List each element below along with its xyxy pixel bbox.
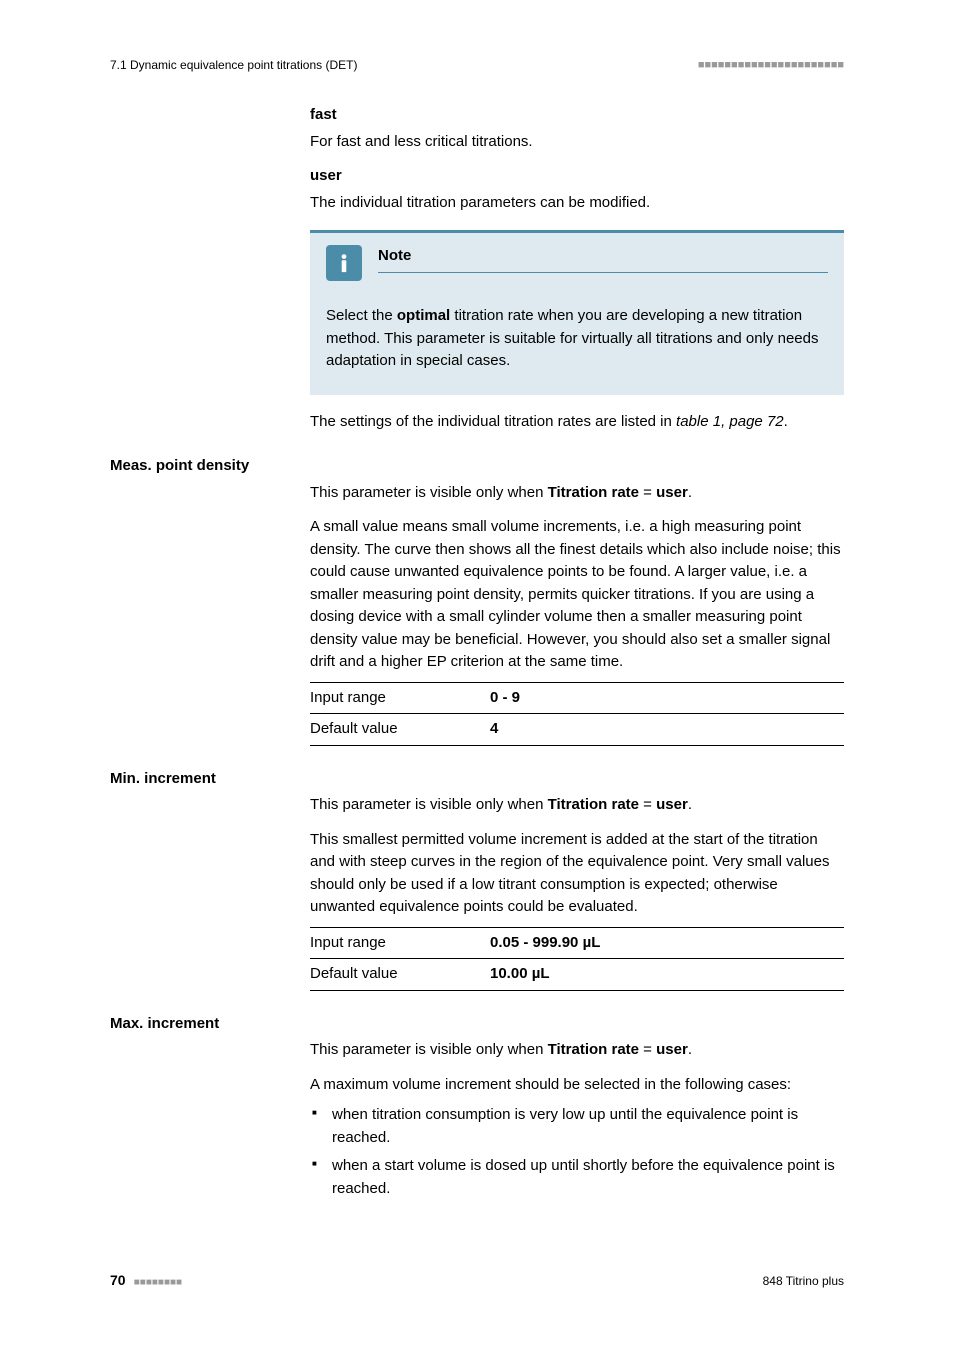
after-note: The settings of the individual titration… — [310, 411, 844, 434]
max-bullets: when titration consumption is very low u… — [310, 1104, 844, 1200]
fast-term: fast — [310, 104, 844, 127]
meas-input-label: Input range — [310, 682, 490, 714]
meas-visibility: This parameter is visible only when Titr… — [310, 482, 844, 505]
meas-default-label: Default value — [310, 714, 490, 746]
info-icon — [326, 245, 362, 281]
min-table: Input range 0.05 - 999.90 µL Default val… — [310, 927, 844, 991]
header-dots: ■■■■■■■■■■■■■■■■■■■■■■ — [698, 57, 844, 74]
note-box: Note Select the optimal titration rate w… — [310, 230, 844, 395]
meas-table: Input range 0 - 9 Default value 4 — [310, 682, 844, 746]
note-body: Select the optimal titration rate when y… — [326, 305, 828, 373]
min-label: Min. increment — [110, 768, 844, 791]
header-section: 7.1 Dynamic equivalence point titrations… — [110, 56, 357, 74]
meas-default-value: 4 — [490, 714, 844, 746]
footer-dots: ■■■■■■■■ — [134, 1277, 182, 1288]
meas-label: Meas. point density — [110, 455, 844, 478]
footer-right: 848 Titrino plus — [763, 1272, 844, 1290]
min-input-label: Input range — [310, 927, 490, 959]
page-header: 7.1 Dynamic equivalence point titrations… — [110, 56, 844, 74]
min-default-label: Default value — [310, 959, 490, 991]
user-term: user — [310, 165, 844, 188]
min-default-value: 10.00 µL — [490, 959, 844, 991]
min-body: This smallest permitted volume increment… — [310, 829, 844, 919]
min-visibility: This parameter is visible only when Titr… — [310, 794, 844, 817]
meas-input-value: 0 - 9 — [490, 682, 844, 714]
meas-body: A small value means small volume increme… — [310, 516, 844, 674]
max-bullet-2: when a start volume is dosed up until sh… — [310, 1155, 844, 1200]
fast-desc: For fast and less critical titrations. — [310, 131, 844, 154]
max-body: A maximum volume increment should be sel… — [310, 1074, 844, 1097]
min-input-value: 0.05 - 999.90 µL — [490, 927, 844, 959]
user-desc: The individual titration parameters can … — [310, 192, 844, 215]
page-footer: 70 ■■■■■■■■ 848 Titrino plus — [110, 1270, 844, 1293]
max-label: Max. increment — [110, 1013, 844, 1036]
note-title: Note — [378, 247, 411, 264]
max-bullet-1: when titration consumption is very low u… — [310, 1104, 844, 1149]
page-number: 70 — [110, 1272, 126, 1288]
max-visibility: This parameter is visible only when Titr… — [310, 1039, 844, 1062]
